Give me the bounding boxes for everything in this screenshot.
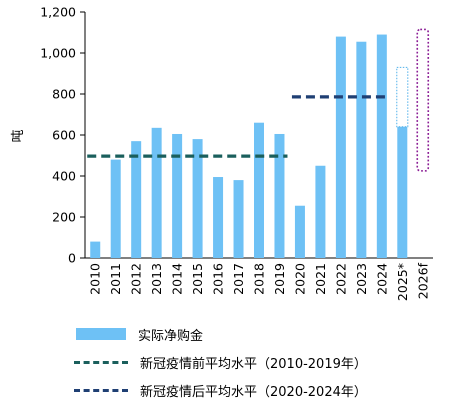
bar-2022: [335, 36, 346, 258]
legend-swatch-pre-covid: [74, 360, 128, 364]
x-tick-label-2012: 2012: [129, 263, 144, 295]
x-tick-label-2011: 2011: [108, 263, 123, 295]
y-tick-label-5: 1,000: [40, 46, 76, 61]
bar-2011: [110, 159, 121, 258]
x-tick-label-2024: 2024: [374, 263, 389, 295]
forecast-range-2026: [416, 28, 430, 172]
x-tick-label-2022: 2022: [333, 263, 348, 295]
x-tick-label-2021: 2021: [313, 263, 328, 295]
bar-2025: [397, 126, 408, 258]
bar-2012: [131, 141, 142, 258]
forecast-range-2025: [396, 66, 409, 128]
legend-item-actual: 实际净购金: [74, 320, 444, 348]
y-tick-label-2: 400: [52, 169, 76, 184]
bar-2021: [315, 165, 326, 258]
x-tick-label-2023: 2023: [354, 263, 369, 295]
chart-plot: 0 200 400 600 800 1,000 1,200 吨 2010 2011 2012 2013…: [11, 5, 433, 301]
x-tick-label-2016: 2016: [211, 263, 226, 295]
bar-2014: [172, 133, 183, 258]
legend-label-pre-covid: 新冠疫情前平均水平（2010-2019年）: [140, 356, 367, 372]
y-tick-label-3: 600: [52, 128, 76, 143]
x-tick-label-2014: 2014: [170, 263, 185, 295]
x-tick-label-2020: 2020: [292, 263, 307, 295]
y-tick-label-0: 0: [68, 251, 76, 266]
legend-label-post-covid: 新冠疫情后平均水平（2020-2024年）: [140, 384, 367, 400]
bar-2020: [294, 205, 305, 258]
y-tick-label-4: 800: [52, 87, 76, 102]
x-tick-label-2010: 2010: [88, 263, 103, 295]
x-tick-label-2025: 2025*: [395, 263, 410, 301]
x-tick-label-2015: 2015: [190, 263, 205, 295]
x-tick-label-2018: 2018: [252, 263, 267, 295]
bar-2016: [213, 177, 224, 258]
x-tick-label-2017: 2017: [231, 263, 246, 295]
y-tick-label-1: 200: [52, 210, 76, 225]
legend-item-post-covid: 新冠疫情后平均水平（2020-2024年）: [74, 376, 444, 404]
bar-2024: [376, 34, 387, 258]
x-tick-label-2013: 2013: [149, 263, 164, 295]
y-tick-label-6: 1,200: [40, 5, 76, 20]
bar-2018: [254, 122, 264, 258]
legend-item-pre-covid: 新冠疫情前平均水平（2010-2019年）: [74, 348, 444, 376]
legend-swatch-post-covid: [74, 388, 128, 392]
bar-2013: [151, 127, 162, 258]
legend-swatch-actual: [76, 328, 126, 340]
bar-2019: [274, 133, 285, 258]
x-tick-label-2026f: 2026f: [415, 262, 430, 299]
x-tick-label-2019: 2019: [272, 263, 287, 295]
legend-label-actual: 实际净购金: [138, 328, 204, 344]
legend: 实际净购金 新冠疫情前平均水平（2010-2019年） 新冠疫情后平均水平（20…: [74, 320, 444, 404]
bar-2015: [192, 139, 203, 258]
bar-2023: [356, 41, 367, 258]
bar-2017: [233, 180, 244, 258]
bar-2010: [90, 241, 101, 258]
y-axis-title: 吨: [11, 129, 26, 142]
